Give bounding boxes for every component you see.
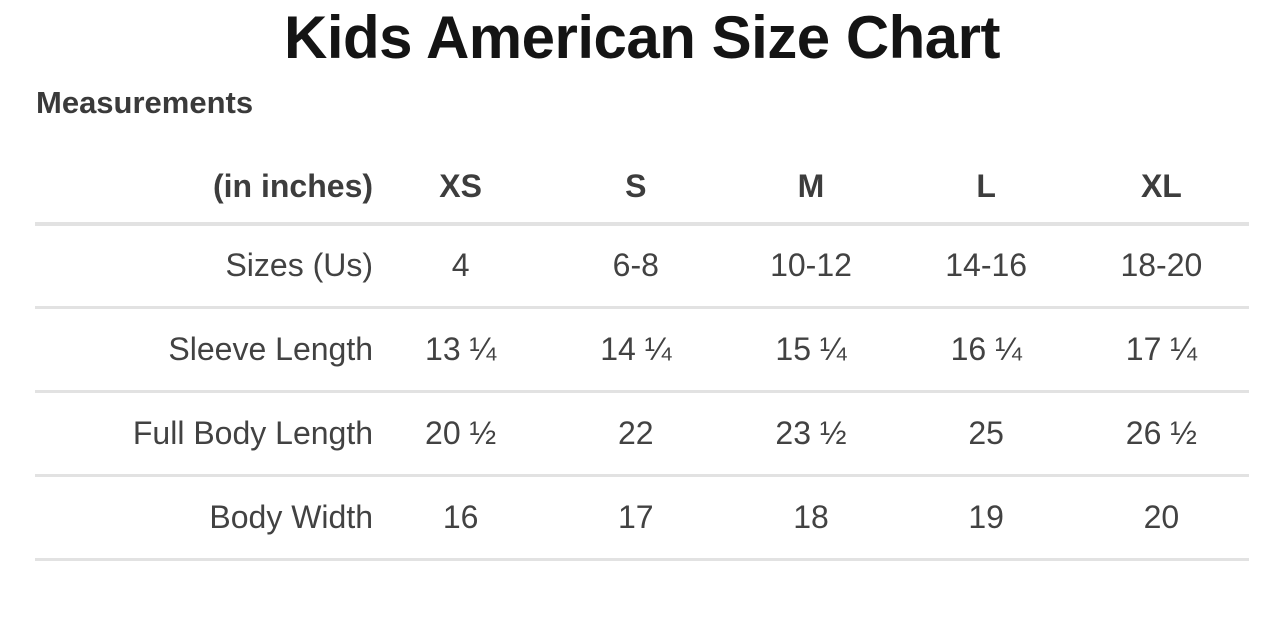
table-header-row: (in inches) XS S M L XL — [35, 151, 1249, 226]
size-header-cell: XL — [1073, 151, 1249, 226]
unit-header-cell: (in inches) — [35, 151, 374, 226]
value-cell: 15 ¼ — [723, 307, 899, 394]
row-label: Sleeve Length — [35, 307, 374, 394]
table-row: Sleeve Length 13 ¼ 14 ¼ 15 ¼ 16 ¼ 17 ¼ — [35, 307, 1249, 394]
value-cell: 10-12 — [723, 223, 899, 310]
page-title: Kids American Size Chart — [284, 4, 1001, 71]
size-header-cell: S — [548, 151, 724, 226]
value-cell: 20 — [1073, 475, 1249, 562]
value-cell: 14 ¼ — [548, 307, 724, 394]
section-heading: Measurements — [36, 85, 254, 120]
value-cell: 6-8 — [548, 223, 724, 310]
size-header-cell: M — [723, 151, 899, 226]
value-cell: 18 — [723, 475, 899, 562]
value-cell: 4 — [373, 223, 549, 310]
table-row: Sizes (Us) 4 6-8 10-12 14-16 18-20 — [35, 223, 1249, 310]
row-label: Sizes (Us) — [35, 223, 374, 310]
value-cell: 18-20 — [1073, 223, 1249, 310]
value-cell: 16 — [373, 475, 549, 562]
value-cell: 22 — [548, 391, 724, 478]
value-cell: 16 ¼ — [898, 307, 1074, 394]
table-row: Full Body Length 20 ½ 22 23 ½ 25 26 ½ — [35, 391, 1249, 478]
size-header-cell: L — [898, 151, 1074, 226]
value-cell: 26 ½ — [1073, 391, 1249, 478]
value-cell: 17 — [548, 475, 724, 562]
value-cell: 19 — [898, 475, 1074, 562]
size-header-cell: XS — [373, 151, 549, 226]
value-cell: 25 — [898, 391, 1074, 478]
value-cell: 20 ½ — [373, 391, 549, 478]
value-cell: 13 ¼ — [373, 307, 549, 394]
value-cell: 14-16 — [898, 223, 1074, 310]
row-label: Body Width — [35, 475, 374, 562]
row-label: Full Body Length — [35, 391, 374, 478]
value-cell: 17 ¼ — [1073, 307, 1249, 394]
table-row: Body Width 16 17 18 19 20 — [35, 475, 1249, 562]
value-cell: 23 ½ — [723, 391, 899, 478]
size-chart-table: (in inches) XS S M L XL Sizes (Us) 4 6-8 10-12 14… — [35, 151, 1249, 562]
